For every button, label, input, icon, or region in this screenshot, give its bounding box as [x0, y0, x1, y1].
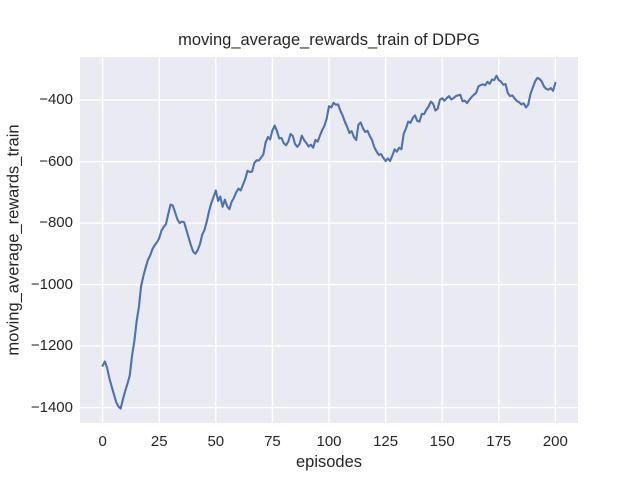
- y-tick-label: −1400: [30, 398, 73, 416]
- x-tick-label: 150: [429, 433, 455, 450]
- y-tick-label: −1200: [30, 337, 73, 355]
- x-tick-label: 0: [98, 433, 107, 450]
- series-line: [101, 74, 557, 410]
- y-tick-label: −600: [39, 152, 73, 170]
- x-tick-label: 125: [373, 433, 399, 450]
- line-chart-canvas: [80, 57, 578, 423]
- x-tick-label: 100: [316, 433, 342, 450]
- x-tick-label: 75: [264, 433, 281, 450]
- x-tick-label: 50: [207, 433, 225, 450]
- x-tick-label: 175: [486, 433, 512, 450]
- x-tick-label: 200: [542, 433, 568, 450]
- chart-title: moving_average_rewards_train of DDPG: [178, 31, 480, 49]
- x-axis-label: episodes: [295, 453, 363, 471]
- y-tick-label: −1000: [30, 275, 73, 293]
- plot-area: [80, 57, 578, 423]
- y-tick-label: −800: [39, 214, 73, 232]
- x-tick-label: 25: [150, 433, 168, 450]
- y-tick-label: −400: [39, 91, 73, 109]
